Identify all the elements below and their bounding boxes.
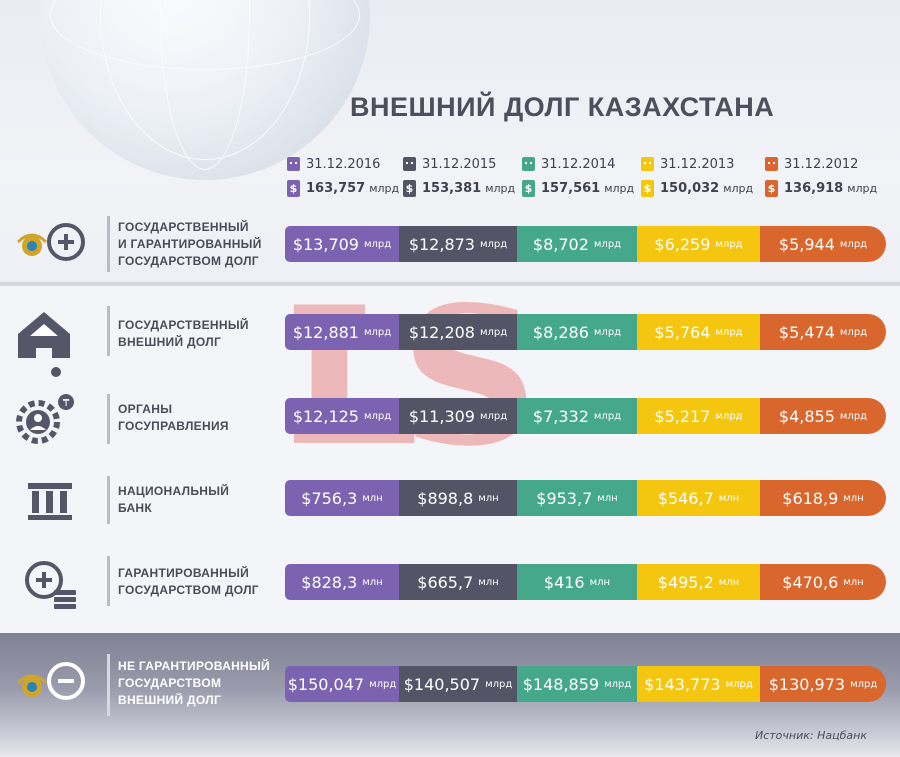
column-total-unit: млрд	[723, 181, 754, 195]
column-total: 157,561	[541, 180, 601, 196]
column-date: 31.12.2012	[784, 156, 859, 172]
value-cell: $495,2 млн	[637, 564, 760, 600]
row-divider	[107, 654, 110, 716]
value-cell: $12,873 млрд	[399, 226, 517, 262]
value-cell: $5,217 млрд	[637, 398, 760, 434]
value-cell: $546,7 млн	[637, 480, 760, 516]
column-header: 31.12.2014 $157,561 млрд	[522, 154, 640, 200]
value-cell: $12,881 млрд	[285, 314, 399, 350]
calendar-icon	[765, 157, 778, 171]
column-date: 31.12.2014	[541, 156, 616, 172]
calendar-icon	[403, 157, 416, 171]
row-label: НАЦИОНАЛЬНЫЙ БАНК	[118, 484, 230, 515]
row-label: НЕ ГАРАНТИРОВАННЫЙ ГОСУДАРСТВОМ ВНЕШНИЙ ДО…	[118, 659, 270, 707]
calendar-icon	[522, 157, 535, 171]
value-cell: $12,125 млрд	[285, 398, 399, 434]
value-cell: $8,702 млрд	[517, 226, 637, 262]
calendar-icon	[641, 157, 654, 171]
column-date: 31.12.2013	[660, 156, 735, 172]
house-dollar-icon: $	[18, 312, 70, 377]
value-cell: $150,047 млрд	[285, 666, 399, 702]
value-cell: $143,773 млрд	[637, 666, 760, 702]
value-cell: $8,286 млрд	[517, 314, 637, 350]
column-total: 136,918	[784, 180, 844, 196]
value-cell: $12,208 млрд	[399, 314, 517, 350]
column-header: 31.12.2015 $153,381 млрд	[403, 154, 521, 200]
value-cell: $140,507 млрд	[399, 666, 517, 702]
watermark: LS	[285, 265, 538, 488]
value-cell: $756,3 млн	[285, 480, 399, 516]
value-cell: $618,9 млн	[760, 480, 886, 516]
value-cell: $828,3 млн	[285, 564, 399, 600]
dollar-icon: $	[522, 179, 535, 197]
value-cell: $953,7 млн	[517, 480, 637, 516]
value-cell: $470,6 млн	[760, 564, 886, 600]
value-cell: $416 млн	[517, 564, 637, 600]
column-total: 163,757	[306, 180, 366, 196]
section-divider	[0, 282, 900, 286]
row-divider	[107, 216, 110, 272]
column-total: 150,032	[660, 180, 720, 196]
column-total-unit: млрд	[847, 181, 878, 195]
column-total-unit: млрд	[485, 181, 516, 195]
value-cell: $7,332 млрд	[517, 398, 637, 434]
emblem-plus-icon	[16, 223, 85, 261]
column-header: 31.12.2016 $163,757 млрд	[287, 154, 405, 200]
svg-text:₸: ₸	[63, 398, 70, 409]
dollar-icon: $	[765, 179, 778, 197]
row-label: ГОСУДАРСТВЕННЫЙ И ГАРАНТИРОВАННЫЙ ГОСУДАРС…	[118, 220, 262, 268]
row-divider	[107, 394, 110, 444]
value-cell: $898,8 млн	[399, 480, 517, 516]
value-cell: $6,259 млрд	[637, 226, 760, 262]
emblem-minus-icon	[16, 662, 85, 700]
source-note: Источник: Нацбанк	[755, 729, 867, 742]
column-total-unit: млрд	[604, 181, 635, 195]
value-cell: $5,764 млрд	[637, 314, 760, 350]
row-label: ГАРАНТИРОВАННЫЙ ГОСУДАРСТВОМ ДОЛГ	[118, 566, 259, 597]
column-header: 31.12.2012 $136,918 млрд	[765, 154, 883, 200]
page-title: ВНЕШНИЙ ДОЛГ КАЗАХСТАНА	[350, 92, 775, 122]
row-divider	[107, 476, 110, 524]
value-cell: $148,859 млрд	[517, 666, 637, 702]
svg-text:$: $	[40, 335, 48, 349]
row-label: ОРГАНЫ ГОСУПРАВЛЕНИЯ	[118, 402, 229, 433]
dollar-icon: $	[641, 179, 654, 197]
bank-columns-icon	[28, 483, 72, 520]
row-divider	[107, 556, 110, 606]
dollar-icon: $	[287, 179, 300, 197]
plus-money-icon	[25, 561, 76, 609]
column-header: 31.12.2013 $150,032 млрд	[641, 154, 759, 200]
gear-person-icon: ₸	[16, 394, 74, 444]
column-date: 31.12.2016	[306, 156, 381, 172]
value-cell: $11,309 млрд	[399, 398, 517, 434]
row-label: ГОСУДАРСТВЕННЫЙ ВНЕШНИЙ ДОЛГ	[118, 318, 249, 349]
column-total-unit: млрд	[369, 181, 400, 195]
value-cell: $130,973 млрд	[760, 666, 886, 702]
dollar-icon: $	[403, 179, 416, 197]
value-cell: $665,7 млн	[399, 564, 517, 600]
calendar-icon	[287, 157, 300, 171]
value-cell: $4,855 млрд	[760, 398, 886, 434]
column-date: 31.12.2015	[422, 156, 497, 172]
row-divider	[107, 306, 110, 356]
value-cell: $5,474 млрд	[760, 314, 886, 350]
value-cell: $13,709 млрд	[285, 226, 399, 262]
column-total: 153,381	[422, 180, 482, 196]
value-cell: $5,944 млрд	[760, 226, 886, 262]
